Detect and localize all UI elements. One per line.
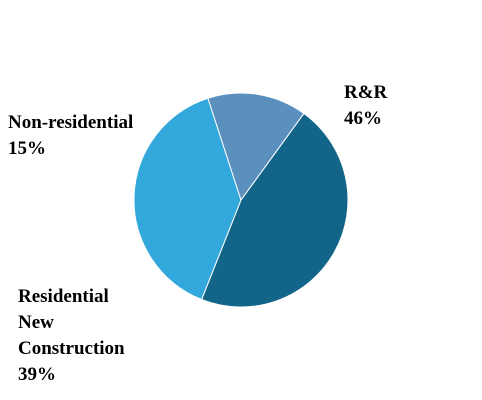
slice-label-non-residential: Non-residential 15% — [8, 112, 138, 159]
slice-r-and-r — [200, 112, 349, 308]
slice-non-residential — [207, 92, 305, 202]
slice-label-residential-new-construction: Residential New Construction 39% — [18, 286, 129, 385]
slice-residential-new-construction — [133, 97, 242, 301]
slice-label-r-and-r: R&R 46% — [344, 82, 392, 129]
pie-slices — [133, 92, 349, 308]
